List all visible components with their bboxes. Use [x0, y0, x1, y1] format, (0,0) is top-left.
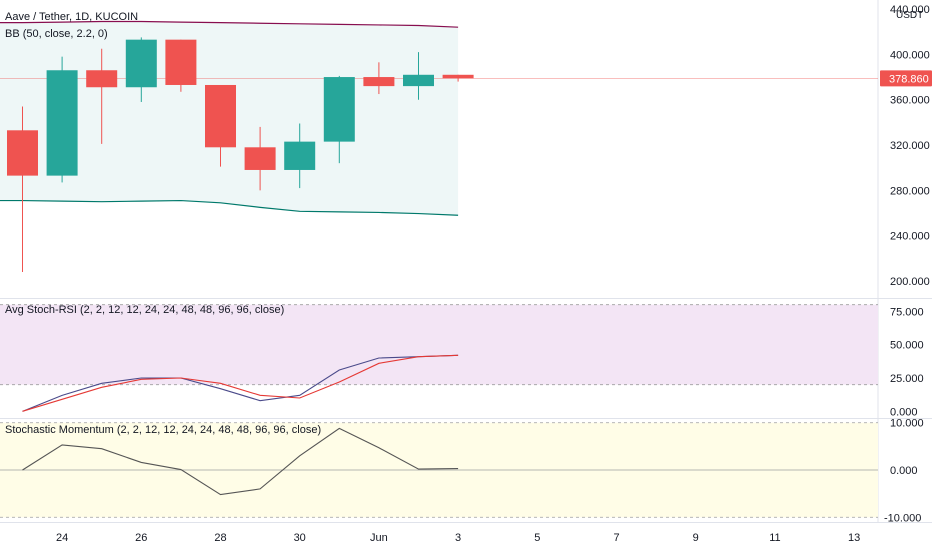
time-tick-label: 30	[294, 532, 306, 544]
stoch-rsi-label: Avg Stoch-RSI (2, 2, 12, 12, 24, 24, 48,…	[5, 304, 284, 316]
bb-upper-line	[0, 20, 459, 28]
candle-body[interactable]	[205, 84, 236, 148]
time-tick-label: 24	[56, 532, 68, 544]
currency-label: USDT	[896, 10, 923, 21]
candle-body[interactable]	[284, 141, 316, 170]
time-tick-label: 28	[214, 532, 226, 544]
price-tick-label: 240.000	[890, 231, 930, 243]
stoch-tick-label: 0.000	[890, 406, 918, 418]
last-price-badge	[880, 70, 932, 87]
time-tick-label: 3	[455, 532, 461, 544]
candle-body[interactable]	[46, 70, 78, 176]
time-tick-label: 5	[534, 532, 540, 544]
candle-body[interactable]	[244, 147, 276, 170]
time-tick-label: 13	[848, 532, 860, 544]
candle-body[interactable]	[7, 130, 38, 176]
time-tick-label: Jun	[370, 532, 388, 544]
price-tick-label: 360.000	[890, 95, 930, 107]
last-price-label: 378.860	[889, 73, 929, 85]
time-tick-label: 11	[769, 532, 780, 544]
candle-body[interactable]	[86, 70, 118, 88]
bb-indicator-label: BB (50, close, 2.2, 0)	[5, 28, 108, 40]
candle-body[interactable]	[403, 74, 434, 87]
price-tick-label: 320.000	[890, 140, 930, 152]
candle-body[interactable]	[363, 77, 395, 87]
momentum-label: Stochastic Momentum (2, 2, 12, 12, 24, 2…	[5, 424, 321, 436]
price-tick-label: 400.000	[890, 49, 930, 61]
momentum-tick-label: -10.000	[884, 512, 921, 524]
price-tick-label: 440.000	[890, 4, 930, 16]
stoch-tick-label: 75.000	[890, 306, 924, 318]
stoch-tick-label: 50.000	[890, 340, 924, 352]
bb-lower-line	[0, 199, 459, 216]
momentum-tick-label: 10.000	[890, 418, 924, 430]
candle-body[interactable]	[323, 77, 355, 142]
time-tick-label: 9	[693, 532, 699, 544]
price-tick-label: 280.000	[890, 185, 930, 197]
candle-body[interactable]	[165, 39, 197, 85]
candle-body[interactable]	[125, 39, 157, 88]
stoch-band-fill	[0, 304, 878, 385]
momentum-line	[22, 427, 459, 496]
symbol-title: Aave / Tether, 1D, KUCOIN	[5, 11, 138, 23]
stoch-k-line	[22, 354, 459, 412]
stoch-tick-label: 25.000	[890, 373, 924, 385]
momentum-tick-label: 0.000	[890, 465, 918, 477]
time-tick-label: 7	[613, 532, 619, 544]
time-tick-label: 26	[135, 532, 147, 544]
price-tick-label: 200.000	[890, 276, 930, 288]
candle-body[interactable]	[442, 74, 474, 79]
stoch-d-line	[22, 354, 459, 412]
